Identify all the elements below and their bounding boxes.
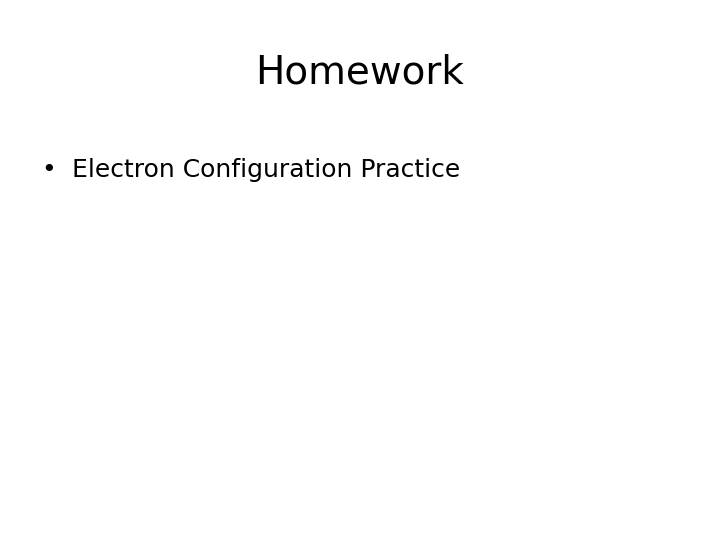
Text: Electron Configuration Practice: Electron Configuration Practice <box>72 158 460 182</box>
Text: •: • <box>42 158 56 182</box>
Text: Homework: Homework <box>256 54 464 92</box>
